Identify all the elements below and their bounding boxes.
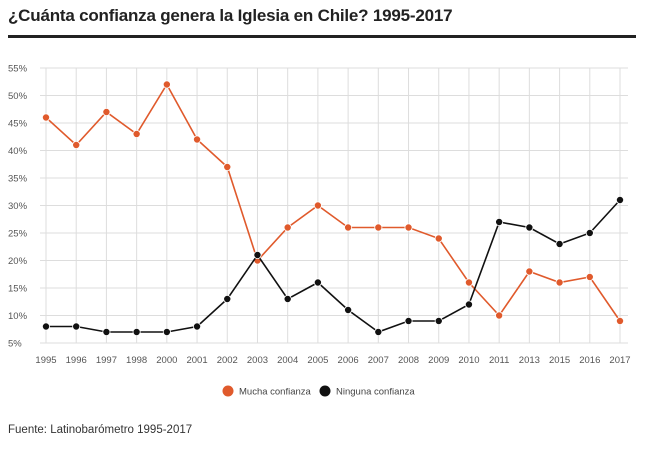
data-point	[132, 327, 141, 336]
data-point	[374, 223, 383, 232]
x-tick-label: 2002	[217, 355, 238, 366]
x-tick-label: 1998	[126, 355, 147, 366]
y-tick-label: 25%	[8, 229, 28, 240]
series-line	[45, 82, 621, 322]
x-tick-label: 2015	[549, 355, 570, 366]
data-point	[555, 239, 564, 248]
x-tick-label: 2006	[338, 355, 359, 366]
data-point	[162, 80, 171, 89]
x-tick-label: 2017	[609, 355, 630, 366]
data-point	[42, 322, 51, 331]
data-point	[162, 327, 171, 336]
data-point	[585, 272, 594, 281]
data-point	[223, 294, 232, 303]
data-point	[283, 294, 292, 303]
x-tick-label: 2001	[186, 355, 207, 366]
x-tick-label: 2008	[398, 355, 419, 366]
data-point	[283, 223, 292, 232]
y-tick-label: 30%	[8, 201, 28, 212]
legend-label: Mucha confianza	[239, 387, 312, 398]
x-axis-ticks: 1995 1996 1997 1998 2000 2001 2002 2003 2004 2005…	[35, 355, 630, 366]
data-point	[102, 327, 111, 336]
data-point	[464, 300, 473, 309]
y-tick-label: 35%	[8, 174, 28, 185]
data-point	[132, 129, 141, 138]
y-tick-label: 45%	[8, 119, 28, 130]
chart-title: ¿Cuánta confianza genera la Iglesia en C…	[8, 6, 453, 25]
data-point	[404, 316, 413, 325]
data-point	[555, 278, 564, 287]
legend-marker	[319, 385, 331, 397]
data-point	[434, 316, 443, 325]
y-tick-label: 40%	[8, 146, 28, 157]
data-point	[253, 250, 262, 259]
x-tick-label: 2003	[247, 355, 268, 366]
y-tick-label: 10%	[8, 311, 28, 322]
x-tick-label: 1995	[35, 355, 56, 366]
data-point	[374, 327, 383, 336]
y-axis-ticks: 5% 10% 15% 20% 25% 30% 35% 40% 45% 50% 55%	[8, 64, 28, 350]
series-line	[46, 199, 621, 333]
legend-marker	[222, 385, 234, 397]
data-point	[495, 311, 504, 320]
data-point	[313, 278, 322, 287]
data-point	[193, 135, 202, 144]
data-point	[223, 162, 232, 171]
data-point	[525, 267, 534, 276]
data-point	[72, 322, 81, 331]
data-point	[193, 322, 202, 331]
x-tick-label: 2007	[368, 355, 389, 366]
x-tick-label: 2016	[579, 355, 600, 366]
x-tick-label: 2000	[156, 355, 177, 366]
y-tick-label: 20%	[8, 256, 28, 267]
x-tick-label: 2010	[458, 355, 479, 366]
data-point	[585, 228, 594, 237]
x-tick-label: 1996	[66, 355, 87, 366]
data-point	[344, 305, 353, 314]
data-point	[616, 195, 625, 204]
source-note: Fuente: Latinobarómetro 1995-2017	[8, 424, 193, 436]
data-point	[102, 108, 111, 117]
x-tick-label: 1997	[96, 355, 117, 366]
x-tick-label: 2004	[277, 355, 298, 366]
data-point	[616, 316, 625, 325]
data-point	[404, 223, 413, 232]
data-point	[495, 217, 504, 226]
x-tick-label: 2005	[307, 355, 328, 366]
data-point	[434, 234, 443, 243]
grid-layer	[40, 67, 628, 344]
y-tick-label: 5%	[8, 339, 22, 350]
legend: Mucha confianza Ninguna confianza	[222, 385, 415, 398]
y-tick-label: 15%	[8, 284, 28, 295]
x-tick-label: 2009	[428, 355, 449, 366]
x-tick-label: 2011	[489, 355, 509, 366]
data-point	[344, 223, 353, 232]
series-layer	[42, 80, 625, 336]
x-tick-label: 2013	[519, 355, 540, 366]
y-tick-label: 55%	[8, 64, 28, 75]
y-tick-label: 50%	[8, 91, 28, 102]
data-point	[72, 140, 81, 149]
data-point	[464, 278, 473, 287]
legend-label: Ninguna confianza	[336, 387, 415, 398]
title-rule	[8, 35, 636, 38]
data-point	[525, 223, 534, 232]
data-point	[42, 113, 51, 122]
data-point	[313, 201, 322, 210]
